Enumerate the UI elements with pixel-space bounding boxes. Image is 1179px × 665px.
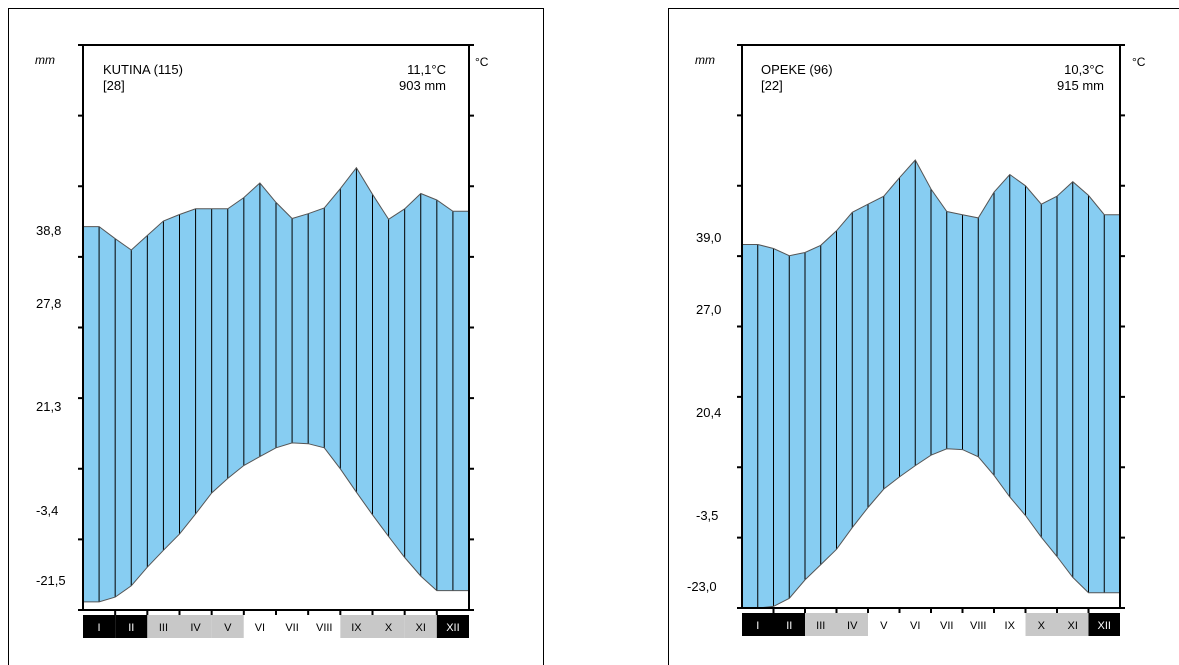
left-tick-label: -3,4 [36, 503, 58, 518]
month-label: I [98, 622, 101, 634]
month-label: IV [190, 622, 201, 634]
left-unit-label: mm [35, 53, 55, 67]
annual-precipitation: 903 mm [399, 78, 446, 93]
left-tick-label: 20,4 [696, 405, 721, 420]
climate-chart-svg: mm °C OPEKE (96) [22] 10,3°C 915 mm 39,0… [687, 44, 1146, 636]
station-years: [22] [761, 78, 783, 93]
left-tick-label: 27,8 [36, 296, 61, 311]
month-label: IV [847, 620, 858, 632]
left-unit-label: mm [695, 53, 715, 67]
temperature-curve [742, 448, 1120, 609]
month-label: XI [416, 622, 426, 634]
left-tick-label: -3,5 [696, 508, 718, 523]
month-label: VI [255, 622, 265, 634]
month-box [1057, 613, 1089, 636]
month-label: XII [446, 622, 459, 634]
left-tick-label: 27,0 [696, 302, 721, 317]
month-label: II [786, 620, 792, 632]
month-box [436, 615, 469, 638]
month-label: XI [1068, 620, 1078, 632]
month-box [962, 613, 994, 636]
temperature-curve [83, 442, 469, 603]
month-label: XII [1098, 620, 1111, 632]
month-box [147, 615, 180, 638]
month-box [276, 615, 309, 638]
month-box [868, 613, 900, 636]
month-box [308, 615, 341, 638]
mean-temperature: 11,1°C [407, 62, 446, 77]
month-label: II [128, 622, 134, 634]
precipitation-curve [83, 166, 469, 251]
month-box [994, 613, 1026, 636]
month-label: VII [285, 622, 298, 634]
month-box [773, 613, 805, 636]
month-label: VIII [970, 620, 987, 632]
month-box [899, 613, 931, 636]
month-label: III [159, 622, 168, 634]
right-unit-label: °C [1132, 55, 1146, 69]
month-box [404, 615, 437, 638]
station-name: KUTINA (115) [103, 62, 183, 77]
left-tick-label: -21,5 [36, 573, 66, 588]
month-box [211, 615, 244, 638]
month-label: V [880, 620, 888, 632]
month-label: VIII [316, 622, 333, 634]
climate-chart-svg: mm °C KUTINA (115) [28] 11,1°C 903 mm 38… [35, 44, 489, 638]
climate-diagram-opeke: mm °C OPEKE (96) [22] 10,3°C 915 mm 39,0… [668, 8, 1179, 665]
month-label: VI [910, 620, 920, 632]
month-label: IX [1005, 620, 1016, 632]
month-box [742, 613, 774, 636]
month-label: III [816, 620, 825, 632]
month-box [836, 613, 868, 636]
climate-diagram-kutina: mm °C KUTINA (115) [28] 11,1°C 903 mm 38… [8, 8, 544, 665]
left-tick-label: 39,0 [696, 230, 721, 245]
month-label: I [756, 620, 759, 632]
left-tick-label: 21,3 [36, 399, 61, 414]
month-box [83, 615, 116, 638]
month-label: X [385, 622, 393, 634]
month-box [931, 613, 963, 636]
left-tick-label: -23,0 [687, 579, 717, 594]
station-years: [28] [103, 78, 125, 93]
left-tick-label: 38,8 [36, 223, 61, 238]
month-label: X [1038, 620, 1046, 632]
month-label: VII [940, 620, 953, 632]
month-box [179, 615, 212, 638]
month-box [1025, 613, 1057, 636]
mean-temperature: 10,3°C [1064, 62, 1104, 77]
month-box [243, 615, 276, 638]
month-box [1088, 613, 1120, 636]
month-label: V [224, 622, 232, 634]
month-label: IX [351, 622, 362, 634]
right-unit-label: °C [475, 55, 489, 69]
annual-precipitation: 915 mm [1057, 78, 1104, 93]
month-box [805, 613, 837, 636]
month-box [115, 615, 148, 638]
precipitation-curve [742, 159, 1120, 257]
month-box [372, 615, 405, 638]
station-name: OPEKE (96) [761, 62, 833, 77]
month-box [340, 615, 373, 638]
